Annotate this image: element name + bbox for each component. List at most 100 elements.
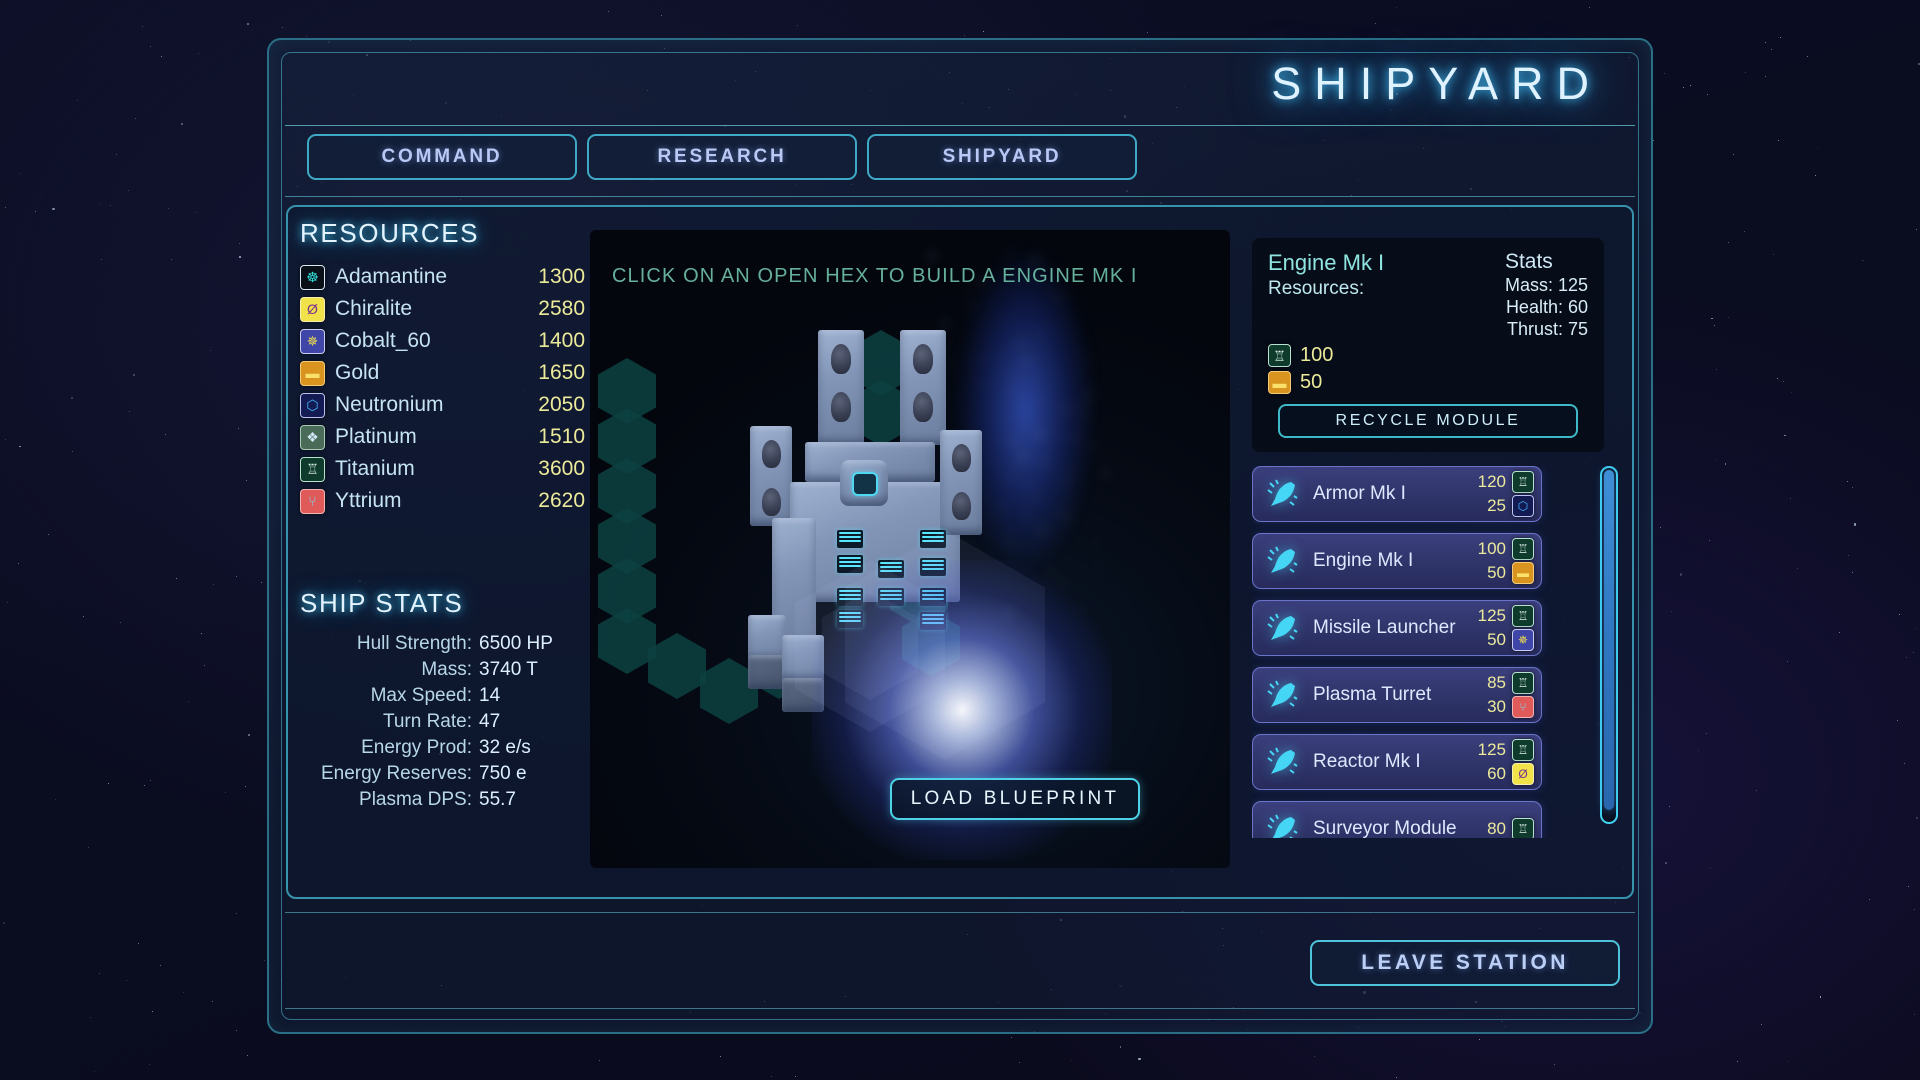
ship-module-block	[952, 444, 971, 472]
resource-name: Neutronium	[335, 393, 444, 416]
titanium-icon: ♖	[1512, 538, 1534, 560]
gold-icon: ▬	[1268, 371, 1291, 394]
ship-module-block	[762, 440, 781, 468]
module-thruster-icon	[1263, 676, 1301, 714]
module-cost-value: 100	[1477, 539, 1506, 558]
resource-row: ▬ Gold 1650	[300, 357, 585, 389]
module-cost-group: 80 ♖	[1472, 818, 1534, 838]
module-cost-value: 25	[1487, 496, 1506, 515]
module-list-item[interactable]: Reactor Mk I 125 ♖ 60 Ø	[1252, 734, 1542, 790]
resources-list: ☸ Adamantine 1300 Ø Chiralite 2580 ✵ Cobalt_60 1…	[300, 261, 585, 517]
module-list-item[interactable]: Surveyor Module 80 ♖	[1252, 801, 1542, 838]
resource-value: 2580	[538, 297, 585, 320]
yttrium-icon: ⑂	[300, 488, 325, 514]
resource-name: Yttrium	[335, 489, 402, 512]
glow-hex-ring	[795, 560, 945, 732]
module-vent-light	[920, 530, 946, 548]
ship-module-block	[913, 344, 933, 374]
module-cost-value: 100	[1300, 344, 1334, 366]
main-tab-bar: COMMAND RESEARCH SHIPYARD	[307, 134, 1137, 180]
module-list-scrollbar[interactable]	[1600, 466, 1618, 824]
module-name-label: Reactor Mk I	[1313, 751, 1421, 772]
ship-stat-value: 3740 T	[479, 659, 538, 680]
module-list-item[interactable]: Missile Launcher 125 ♖ 50 ✵	[1252, 600, 1542, 656]
module-cost-value: 50	[1300, 371, 1323, 393]
module-name-label: Armor Mk I	[1313, 483, 1406, 504]
ship-module-block	[762, 488, 781, 516]
chiralite-icon: Ø	[300, 296, 325, 322]
titanium-icon: ♖	[1512, 818, 1534, 838]
left-column: RESOURCES ☸ Adamantine 1300 Ø Chiralite 2580 ✵…	[300, 218, 585, 888]
ship-module-block	[852, 472, 878, 496]
resource-name: Titanium	[335, 457, 415, 480]
yttrium-icon: ⑂	[1512, 696, 1534, 718]
module-cost-row: 25 ⬡	[1472, 495, 1534, 517]
module-cost-group: 120 ♖ 25 ⬡	[1472, 471, 1534, 517]
module-thruster-icon	[1263, 542, 1301, 580]
scrollbar-thumb[interactable]	[1604, 470, 1614, 810]
module-thruster-icon	[1263, 609, 1301, 647]
module-cost-row: 120 ♖	[1472, 471, 1534, 493]
ship-stat-label: Turn Rate:	[382, 711, 472, 732]
empty-hex-slot[interactable]	[648, 633, 706, 699]
titanium-icon: ♖	[1512, 672, 1534, 694]
load-blueprint-button[interactable]: LOAD BLUEPRINT	[890, 778, 1140, 820]
module-cost-row: 100 ♖	[1472, 538, 1534, 560]
title-divider	[285, 125, 1635, 126]
right-column: Engine Mk I Resources: Stats Mass: 125 He…	[1252, 238, 1618, 838]
resource-row: ⬡ Neutronium 2050	[300, 389, 585, 421]
ship-stat-value: 32 e/s	[479, 737, 531, 758]
ship-stats-heading: SHIP STATS	[300, 588, 464, 618]
module-cost-value: 50	[1487, 563, 1506, 582]
module-cost-value: 80	[1487, 819, 1506, 838]
tabs-divider	[285, 196, 1635, 197]
module-cost-group: 85 ♖ 30 ⑂	[1472, 672, 1534, 718]
resource-name: Gold	[335, 361, 380, 384]
neutronium-icon: ⬡	[1512, 495, 1534, 517]
module-list-item[interactable]: Engine Mk I 100 ♖ 50 ▬	[1252, 533, 1542, 589]
module-list-item[interactable]: Armor Mk I 120 ♖ 25 ⬡	[1252, 466, 1542, 522]
module-cost-value: 60	[1487, 764, 1506, 783]
resource-value: 2050	[538, 393, 585, 416]
module-stat-line: Health: 60	[1505, 297, 1588, 317]
resource-value: 1650	[538, 361, 585, 384]
module-name-label: Plasma Turret	[1313, 684, 1432, 705]
tab-research[interactable]: RESEARCH	[587, 134, 857, 180]
resource-value: 3600	[538, 457, 585, 480]
module-thruster-icon	[1263, 743, 1301, 781]
tab-command[interactable]: COMMAND	[307, 134, 577, 180]
module-detail-name: Engine Mk I	[1268, 250, 1385, 275]
resource-row: ✵ Cobalt_60 1400	[300, 325, 585, 357]
module-list-item[interactable]: Plasma Turret 85 ♖ 30 ⑂	[1252, 667, 1542, 723]
cobalt60-icon: ✵	[1512, 629, 1534, 651]
module-name-label: Surveyor Module	[1313, 818, 1457, 838]
module-cost-row: 30 ⑂	[1472, 696, 1534, 718]
ship-stat-row: Mass: 3740 T	[300, 657, 585, 683]
gold-icon: ▬	[1512, 562, 1534, 584]
ship-build-viewport[interactable]: CLICK ON AN OPEN HEX TO BUILD A ENGINE M…	[590, 230, 1230, 868]
resource-row: ♖ Titanium 3600	[300, 453, 585, 485]
tab-shipyard[interactable]: SHIPYARD	[867, 134, 1137, 180]
ship-module-block	[913, 392, 933, 422]
leave-station-button[interactable]: LEAVE STATION	[1310, 940, 1620, 986]
module-cost-value: 50	[1487, 630, 1506, 649]
ship-stat-label: Energy Prod:	[361, 737, 472, 758]
module-thruster-icon	[1263, 475, 1301, 513]
page-title: SHIPYARD	[1271, 58, 1602, 109]
ship-module-block	[952, 492, 971, 520]
ship-stat-value: 750 e	[479, 763, 527, 784]
resource-row: Ø Chiralite 2580	[300, 293, 585, 325]
ship-stat-label: Mass:	[421, 659, 472, 680]
titanium-icon: ♖	[1512, 471, 1534, 493]
platinum-icon: ❖	[300, 424, 325, 450]
ship-stat-row: Hull Strength: 6500 HP	[300, 631, 585, 657]
module-cost-row: 125 ♖	[1472, 739, 1534, 761]
module-name-label: Engine Mk I	[1313, 550, 1414, 571]
footer-divider-top	[285, 912, 1635, 913]
module-thruster-icon	[1263, 810, 1301, 838]
ship-module-block	[831, 344, 851, 374]
module-cost-value: 30	[1487, 697, 1506, 716]
recycle-module-button[interactable]: RECYCLE MODULE	[1278, 404, 1578, 438]
ship-stat-value: 6500 HP	[479, 633, 553, 654]
empty-hex-slot[interactable]	[598, 608, 656, 674]
